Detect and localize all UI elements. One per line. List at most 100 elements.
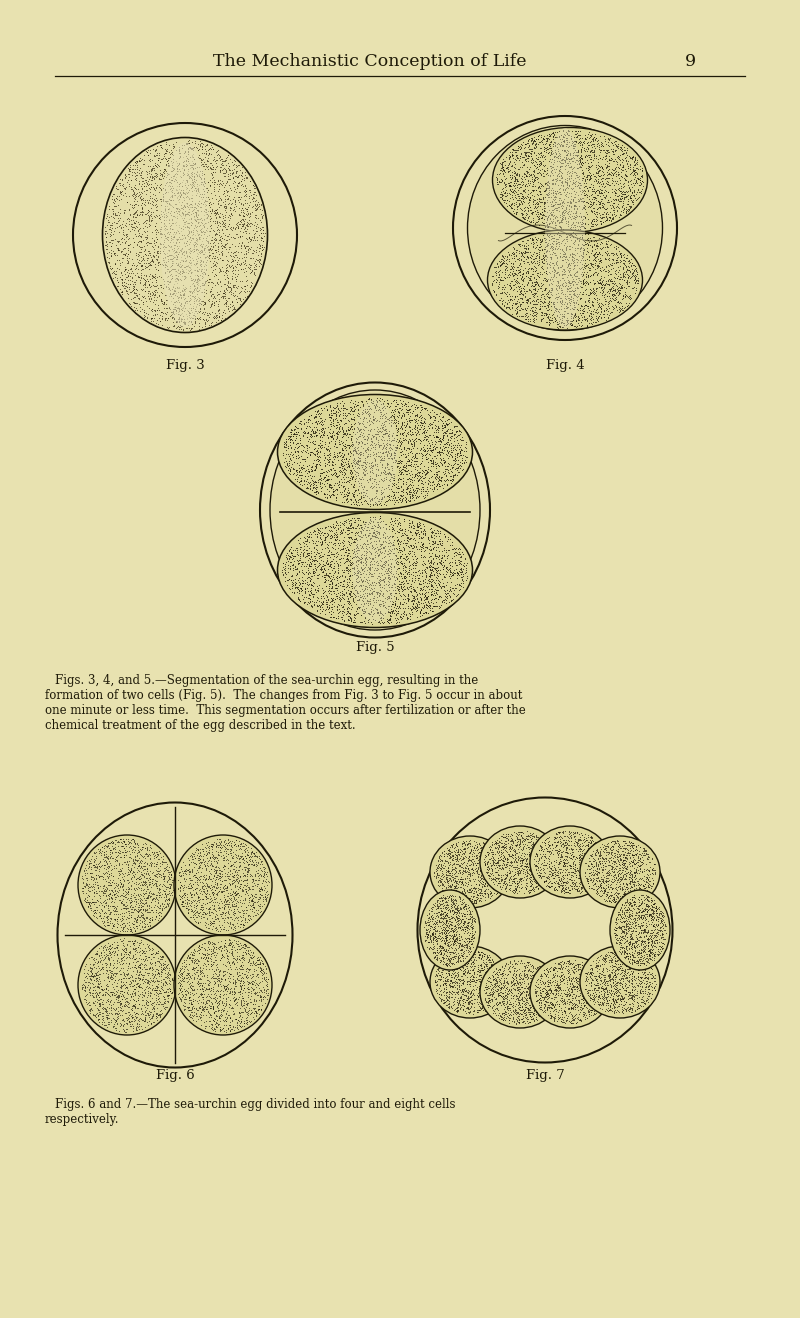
- Point: [410, 463, 422, 484]
- Point: [440, 911, 453, 932]
- Point: [222, 215, 234, 236]
- Point: [319, 418, 332, 439]
- Point: [618, 187, 630, 208]
- Point: [454, 439, 467, 460]
- Point: [542, 207, 554, 228]
- Point: [654, 904, 667, 925]
- Point: [624, 883, 637, 904]
- Point: [566, 177, 579, 198]
- Point: [434, 904, 446, 925]
- Point: [560, 865, 573, 886]
- Point: [351, 399, 364, 420]
- Point: [478, 846, 490, 867]
- Point: [281, 569, 294, 590]
- Point: [584, 303, 597, 324]
- Point: [422, 550, 434, 571]
- Point: [133, 150, 146, 171]
- Point: [350, 539, 363, 560]
- Point: [522, 1002, 535, 1023]
- Point: [150, 855, 162, 876]
- Point: [572, 1003, 585, 1024]
- Point: [101, 211, 114, 232]
- Point: [141, 141, 154, 162]
- Point: [385, 411, 398, 432]
- Point: [535, 836, 548, 857]
- Point: [140, 173, 153, 194]
- Point: [197, 878, 210, 899]
- Point: [454, 909, 467, 931]
- Point: [450, 952, 462, 973]
- Point: [412, 477, 425, 498]
- Point: [506, 200, 519, 221]
- Point: [91, 890, 104, 911]
- Point: [291, 432, 304, 453]
- Point: [175, 287, 188, 308]
- Point: [584, 830, 597, 851]
- Point: [494, 1006, 506, 1027]
- Point: [551, 954, 564, 975]
- Point: [560, 173, 573, 194]
- Point: [211, 1000, 224, 1021]
- Point: [506, 256, 519, 277]
- Point: [303, 571, 316, 592]
- Point: [229, 257, 242, 278]
- Point: [80, 985, 93, 1006]
- Point: [178, 867, 190, 888]
- Point: [399, 460, 412, 481]
- Point: [376, 426, 389, 447]
- Point: [383, 567, 396, 588]
- Point: [552, 857, 565, 878]
- Point: [426, 601, 438, 622]
- Point: [620, 869, 633, 890]
- Point: [651, 945, 664, 966]
- Point: [178, 159, 190, 181]
- Point: [203, 175, 216, 196]
- Point: [437, 990, 450, 1011]
- Point: [104, 902, 117, 923]
- Point: [496, 962, 509, 983]
- Point: [85, 970, 98, 991]
- Point: [402, 589, 415, 610]
- Point: [452, 869, 465, 890]
- Point: [620, 876, 633, 898]
- Point: [460, 962, 473, 983]
- Point: [554, 243, 566, 264]
- Point: [578, 859, 591, 880]
- Point: [136, 916, 149, 937]
- Point: [116, 274, 129, 295]
- Point: [542, 853, 555, 874]
- Point: [497, 190, 510, 211]
- Point: [156, 314, 169, 335]
- Point: [445, 907, 458, 928]
- Point: [122, 1004, 135, 1025]
- Point: [126, 850, 139, 871]
- Point: [474, 986, 486, 1007]
- Point: [575, 829, 588, 850]
- Point: [537, 248, 550, 269]
- Point: [210, 938, 222, 960]
- Point: [251, 890, 264, 911]
- Point: [431, 863, 444, 884]
- Point: [150, 241, 163, 262]
- Point: [162, 273, 174, 294]
- Point: [184, 878, 197, 899]
- Point: [448, 971, 461, 992]
- Point: [597, 841, 610, 862]
- Point: [556, 873, 569, 894]
- Point: [247, 896, 260, 917]
- Point: [325, 531, 338, 552]
- Point: [486, 975, 498, 996]
- Point: [449, 977, 462, 998]
- Point: [628, 987, 641, 1008]
- Point: [504, 861, 517, 882]
- Point: [332, 515, 345, 536]
- Point: [614, 869, 627, 890]
- Point: [222, 158, 234, 179]
- Point: [340, 489, 353, 510]
- Point: [460, 973, 473, 994]
- Point: [570, 162, 583, 183]
- Point: [506, 840, 519, 861]
- Point: [293, 457, 306, 478]
- Point: [635, 158, 648, 179]
- Point: [462, 928, 475, 949]
